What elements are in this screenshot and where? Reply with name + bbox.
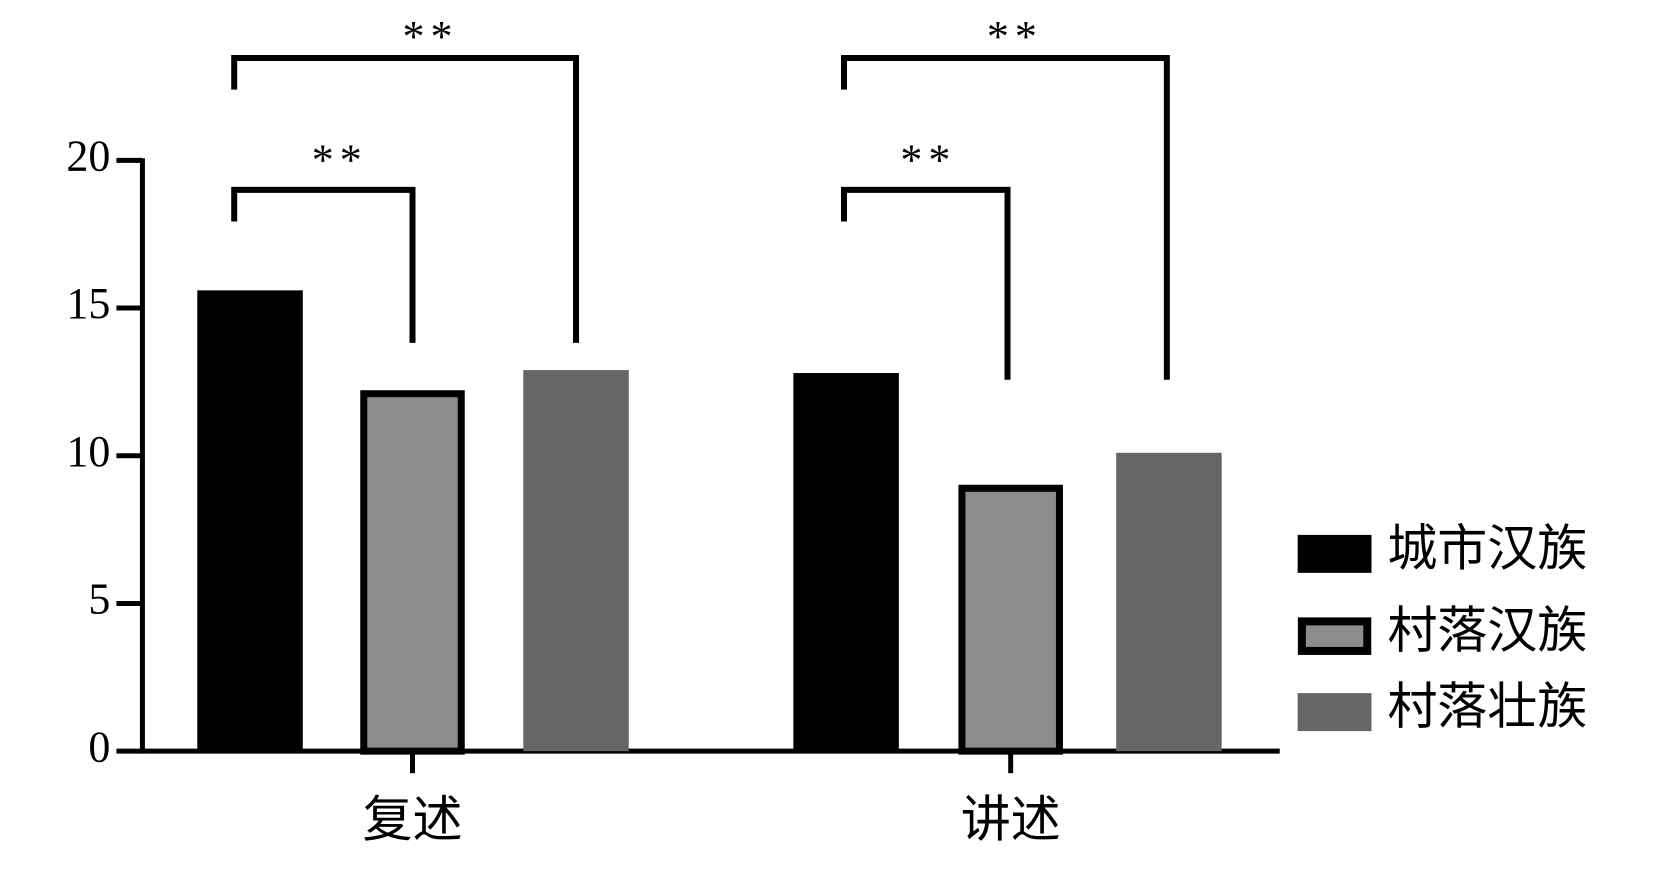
x-tick-label: 复述 xyxy=(363,791,463,847)
y-tick-label: 20 xyxy=(66,131,110,180)
y-tick-label: 5 xyxy=(88,575,110,624)
y-tick-label: 15 xyxy=(66,279,110,328)
bar xyxy=(793,373,899,752)
legend-swatch xyxy=(1297,617,1372,655)
significance-bracket xyxy=(231,55,580,343)
significance-label: ** xyxy=(312,135,368,184)
bar xyxy=(523,370,629,752)
significance-bracket xyxy=(841,186,1011,380)
legend-label: 村落壮族 xyxy=(1387,679,1587,735)
bar xyxy=(958,484,1063,755)
significance-bracket xyxy=(841,55,1170,380)
legend-swatch xyxy=(1297,534,1372,573)
significance-label: ** xyxy=(900,135,956,184)
legend-label: 城市汉族 xyxy=(1387,520,1587,576)
bar xyxy=(197,290,303,752)
x-tick-label: 讲述 xyxy=(961,791,1061,847)
y-tick-label: 10 xyxy=(66,427,110,476)
significance-bracket xyxy=(231,186,416,343)
legend-swatch xyxy=(1297,693,1372,732)
legend-label: 村落汉族 xyxy=(1387,603,1587,659)
bar xyxy=(1116,452,1222,752)
significance-label: ** xyxy=(402,12,458,61)
bar xyxy=(360,390,465,755)
y-tick-label: 0 xyxy=(88,722,110,771)
significance-label: ** xyxy=(987,12,1043,61)
